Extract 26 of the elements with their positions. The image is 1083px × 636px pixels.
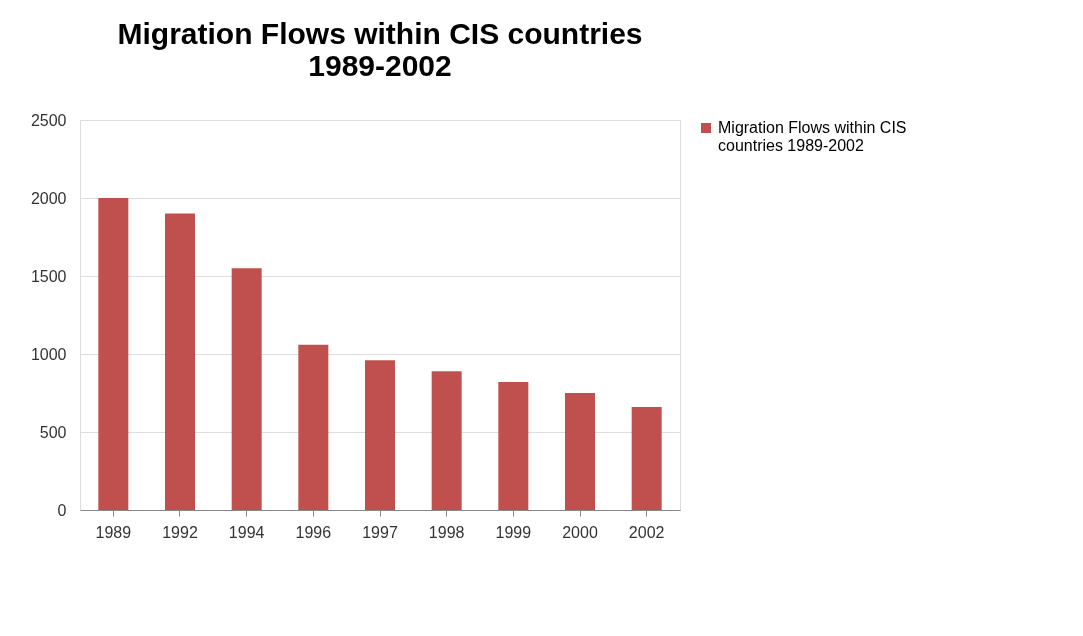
bar — [431, 371, 462, 510]
x-tick-label: 1992 — [162, 523, 198, 541]
x-tick-label: 1994 — [228, 523, 265, 541]
x-tick-label: 1989 — [95, 523, 132, 541]
bar — [231, 268, 262, 510]
bar — [298, 344, 329, 510]
x-tick-label: 1997 — [362, 523, 398, 541]
y-tick-label: 2000 — [30, 189, 67, 207]
bar — [165, 213, 195, 510]
x-tick-label: 1996 — [295, 523, 332, 541]
x-tick-label: 2002 — [628, 523, 665, 541]
y-tick-label: 1500 — [30, 267, 67, 285]
legend-label: Migration Flows within CIS countries 1989-2002 — [718, 119, 907, 154]
y-tick-label: 2500 — [30, 111, 67, 129]
x-tick-label: 2000 — [562, 523, 598, 541]
y-tick-label: 500 — [39, 423, 67, 441]
bar — [565, 393, 595, 510]
bar — [365, 360, 395, 510]
y-tick-label: 0 — [57, 501, 67, 519]
bar — [631, 407, 662, 510]
bar — [98, 198, 129, 510]
x-tick-label: 1998 — [428, 523, 465, 541]
bar — [498, 382, 529, 510]
x-tick-label: 1999 — [495, 523, 532, 541]
y-tick-label: 1000 — [30, 345, 67, 363]
chart-title: Migration Flows within CIS countries 1989-2002 — [117, 17, 643, 82]
